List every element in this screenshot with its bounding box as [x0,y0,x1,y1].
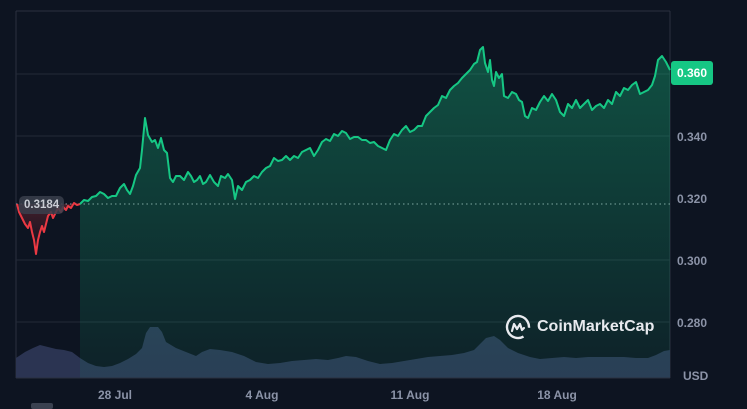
current-price-badge: 0.360 [671,61,714,85]
start-price-badge: 0.3184 [19,196,65,214]
x-label-18-aug: 18 Aug [537,388,577,402]
scroll-handle[interactable] [31,403,53,409]
coinmarketcap-logo-icon [505,314,531,340]
y-label-0340: 0.340 [677,130,708,144]
y-label-0300: 0.300 [677,254,708,268]
x-label-11-aug: 11 Aug [390,388,430,402]
currency-label: USD [683,369,709,383]
up-area [80,47,670,378]
watermark-text: CoinMarketCap [537,318,655,335]
x-label-28-jul: 28 Jul [97,388,133,402]
y-label-0280: 0.280 [677,316,708,330]
down-area [17,203,80,254]
price-line-up [79,46,671,205]
x-label-4-aug: 4 Aug [245,388,279,402]
coinmarketcap-watermark: CoinMarketCap [505,314,654,340]
price-line-down [16,202,81,255]
y-label-0320: 0.320 [677,192,708,206]
